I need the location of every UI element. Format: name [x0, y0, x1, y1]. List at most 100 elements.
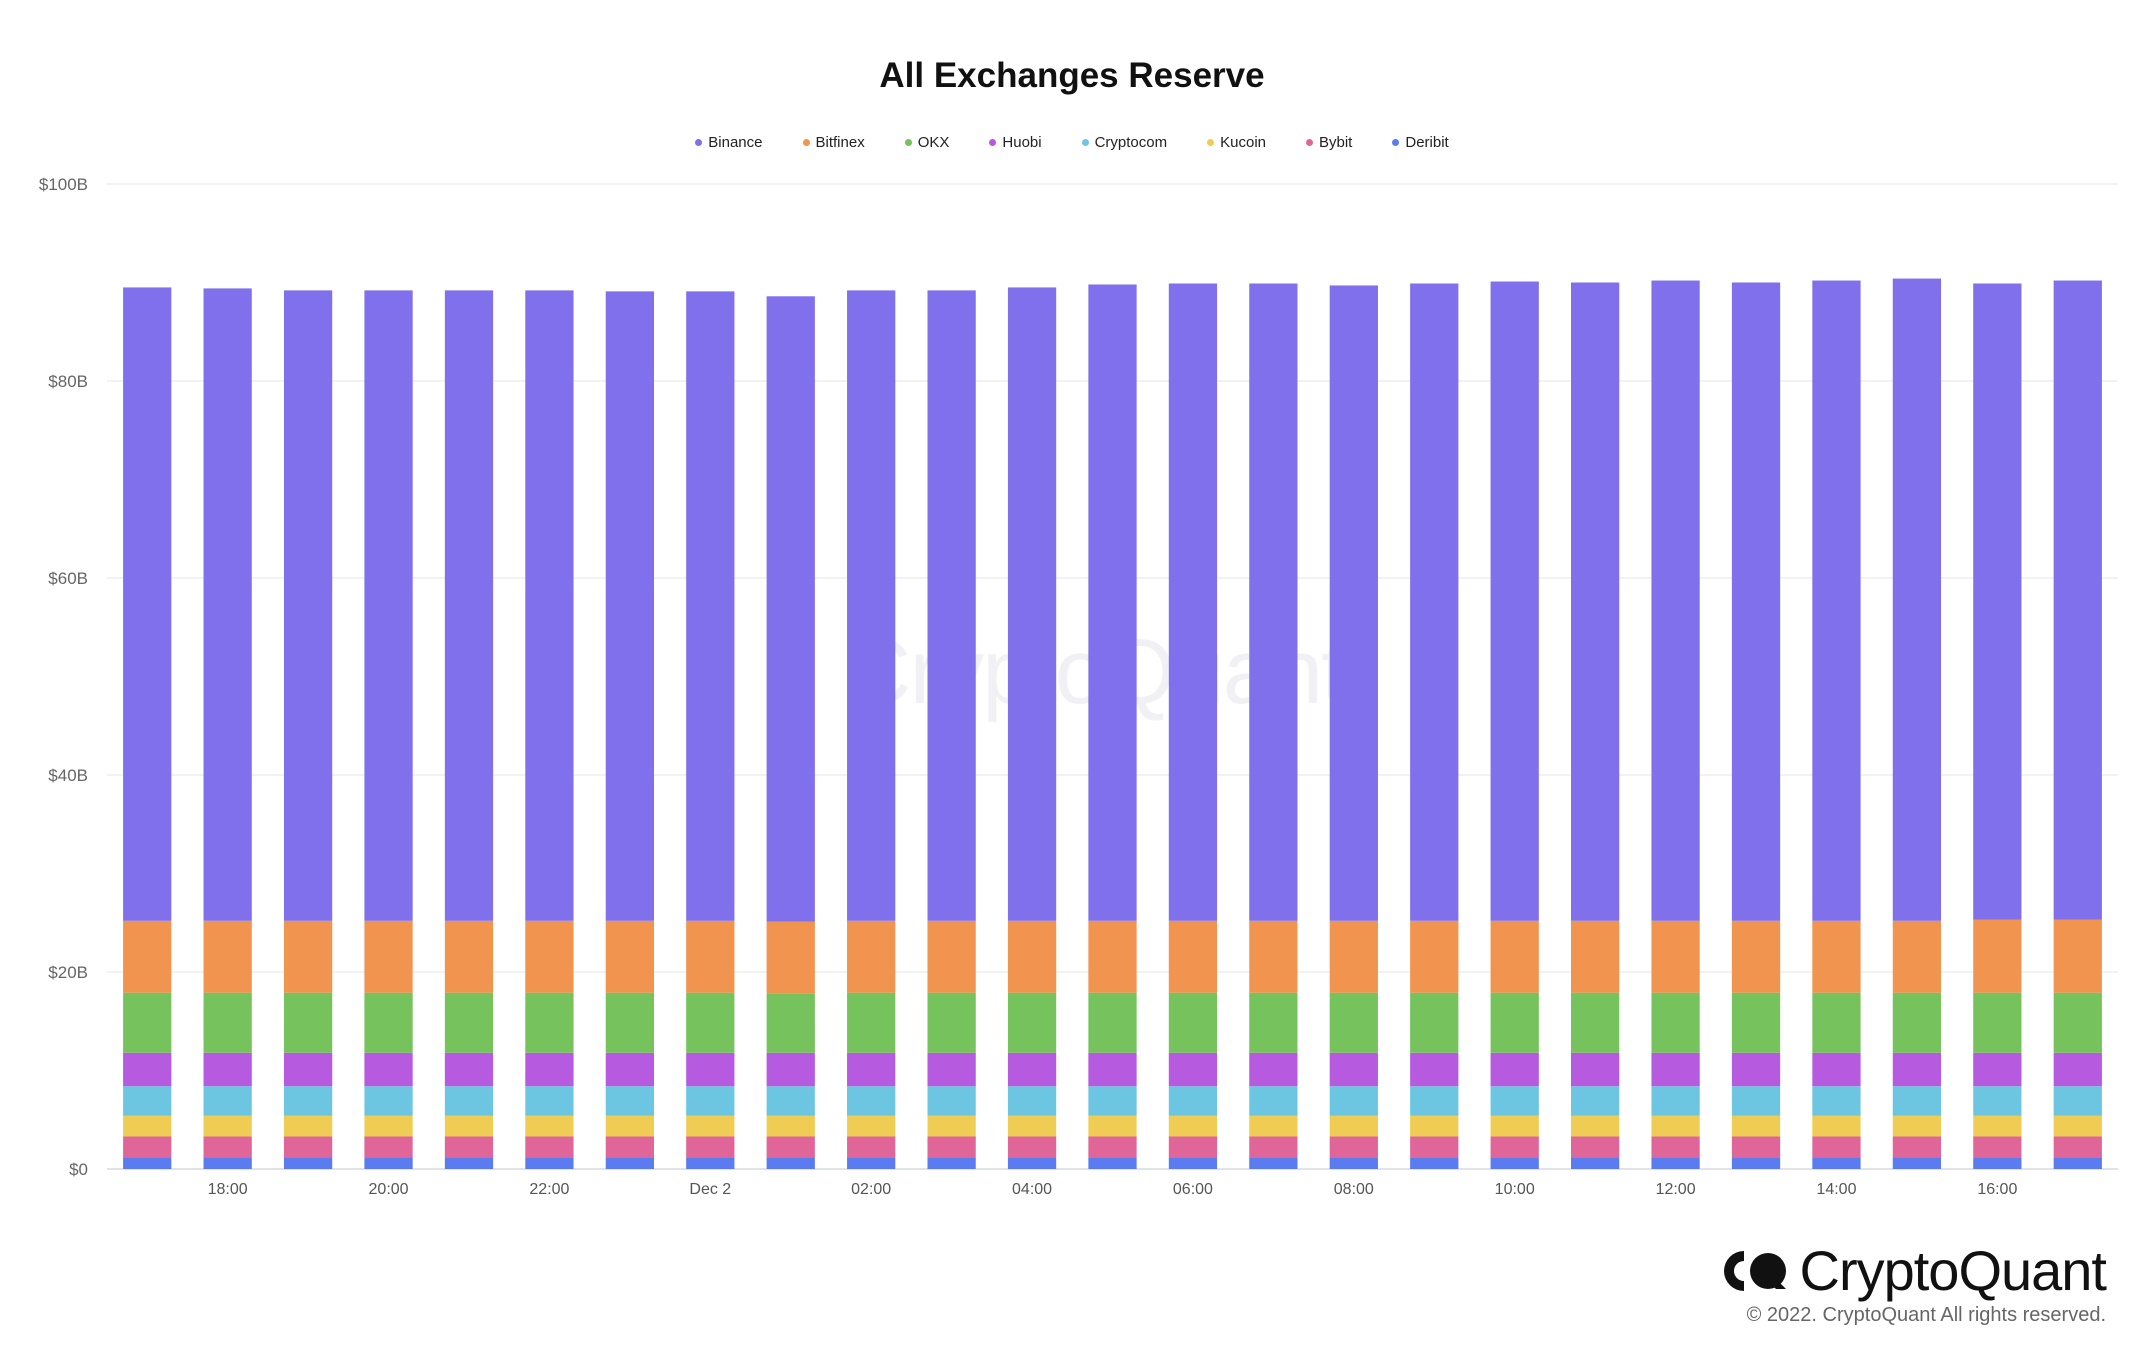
bar-segment-huobi	[1088, 1052, 1137, 1087]
y-tick-label: $0	[69, 1160, 88, 1179]
bar-segment-okx	[1490, 992, 1539, 1053]
bar-segment-bitfinex	[686, 920, 735, 993]
bar-segment-kucoin	[1168, 1115, 1218, 1137]
legend-label: Binance	[708, 134, 763, 151]
bar-segment-deribit	[1973, 1157, 2022, 1169]
bar-segment-binance	[1168, 283, 1218, 921]
bar-segment-huobi	[605, 1052, 654, 1087]
bar-segment-bitfinex	[1973, 919, 2022, 993]
bar-segment-okx	[1651, 992, 1700, 1053]
legend-label: Bitfinex	[815, 134, 865, 151]
bar-segment-bybit	[1088, 1136, 1137, 1158]
bar-segment-bitfinex	[203, 920, 252, 993]
legend-label: Huobi	[1002, 134, 1042, 151]
bar-segment-huobi	[847, 1052, 896, 1087]
x-tick-label: 02:00	[851, 1181, 891, 1198]
legend-label: Deribit	[1405, 134, 1449, 151]
bar-segment-huobi	[766, 1052, 815, 1087]
bar-segment-cryptocom	[203, 1086, 252, 1116]
legend-item-cryptocom[interactable]: Cryptocom	[1081, 134, 1167, 151]
bar-segment-okx	[1571, 992, 1620, 1053]
bar-segment-huobi	[1892, 1052, 1942, 1087]
bar-segment-huobi	[1490, 1052, 1539, 1087]
legend-item-deribit[interactable]: Deribit	[1392, 134, 1449, 151]
bar-segment-huobi	[283, 1052, 333, 1087]
bar-segment-huobi	[1168, 1052, 1218, 1087]
legend-label: Kucoin	[1220, 134, 1266, 151]
legend-item-okx[interactable]: OKX	[904, 134, 950, 151]
y-tick-label: $40B	[48, 766, 88, 785]
legend-dot	[1207, 139, 1215, 146]
bar-segment-kucoin	[203, 1115, 252, 1137]
bar-segment-okx	[1329, 992, 1378, 1053]
bar-segment-deribit	[1892, 1157, 1942, 1169]
bar-segment-kucoin	[847, 1115, 896, 1137]
legend-item-bybit[interactable]: Bybit	[1306, 134, 1352, 151]
bar-segment-kucoin	[1731, 1115, 1781, 1137]
bar-segment-bitfinex	[766, 921, 815, 994]
x-tick-label: 06:00	[1173, 1181, 1213, 1198]
bar-segment-bybit	[123, 1136, 172, 1158]
bar-segment-cryptocom	[1249, 1086, 1298, 1116]
bar-segment-binance	[283, 290, 333, 921]
bar-segment-deribit	[1731, 1157, 1781, 1169]
bar-segment-deribit	[1249, 1157, 1298, 1169]
bar-segment-cryptocom	[1168, 1086, 1218, 1116]
bar-segment-kucoin	[444, 1115, 494, 1137]
bar-segment-kucoin	[283, 1115, 333, 1137]
bar-segment-cryptocom	[766, 1086, 815, 1116]
legend-item-binance[interactable]: Binance	[695, 134, 763, 151]
bar-segment-huobi	[203, 1052, 252, 1087]
brand: CryptoQuant	[1720, 1238, 2107, 1303]
legend-item-bitfinex[interactable]: Bitfinex	[802, 134, 865, 151]
legend-item-huobi[interactable]: Huobi	[989, 134, 1042, 151]
bar-segment-binance	[444, 290, 494, 921]
x-tick-label: Dec 2	[689, 1181, 731, 1198]
bar-segment-deribit	[1329, 1157, 1378, 1169]
bar-segment-bitfinex	[1329, 920, 1378, 993]
bar-segment-binance	[1892, 278, 1942, 921]
legend-label: OKX	[917, 134, 950, 151]
bar-segment-kucoin	[525, 1115, 574, 1137]
legend-dot	[1392, 139, 1400, 146]
x-tick-label: 14:00	[1816, 1181, 1856, 1198]
bar-segment-kucoin	[686, 1115, 735, 1137]
bar-segment-binance	[847, 290, 896, 921]
legend-dot	[1306, 139, 1313, 146]
bar-segment-okx	[123, 992, 172, 1053]
bar-segment-okx	[1892, 992, 1942, 1053]
bar-segment-bybit	[1249, 1136, 1298, 1158]
bar-segment-bybit	[1651, 1136, 1700, 1158]
bar-segment-huobi	[1329, 1052, 1378, 1087]
bar-segment-cryptocom	[1490, 1086, 1539, 1116]
x-tick-label: 10:00	[1495, 1181, 1535, 1198]
bar-segment-kucoin	[1812, 1115, 1861, 1137]
bar-segment-okx	[1007, 992, 1057, 1053]
bar-segment-binance	[1088, 284, 1137, 921]
bar-segment-huobi	[2053, 1052, 2102, 1087]
bar-segment-bitfinex	[1410, 920, 1459, 993]
legend-label: Bybit	[1319, 134, 1353, 151]
bar-segment-huobi	[444, 1052, 494, 1087]
bar-segment-binance	[1973, 283, 2022, 920]
legend-item-kucoin[interactable]: Kucoin	[1207, 134, 1266, 151]
copyright-text: © 2022. CryptoQuant All rights reserved.	[1746, 1304, 2106, 1326]
bar-segment-kucoin	[1973, 1115, 2022, 1137]
bar-segment-bitfinex	[123, 920, 172, 993]
bar-segment-huobi	[123, 1052, 172, 1087]
legend-dot	[1081, 139, 1089, 146]
bar-segment-binance	[766, 296, 815, 922]
bar-segment-bybit	[1007, 1136, 1057, 1158]
bar-segment-bybit	[1410, 1136, 1459, 1158]
bar-segment-kucoin	[1651, 1115, 1700, 1137]
bar-segment-bitfinex	[1812, 920, 1861, 993]
bar-segment-okx	[927, 992, 976, 1053]
bar-segment-binance	[686, 291, 735, 921]
bar-segment-bybit	[1168, 1136, 1218, 1158]
bar-segment-okx	[283, 992, 333, 1053]
bar-segment-huobi	[1249, 1052, 1298, 1087]
cryptoquant-logo-icon	[1723, 1250, 1786, 1291]
y-tick-label: $80B	[48, 372, 88, 391]
